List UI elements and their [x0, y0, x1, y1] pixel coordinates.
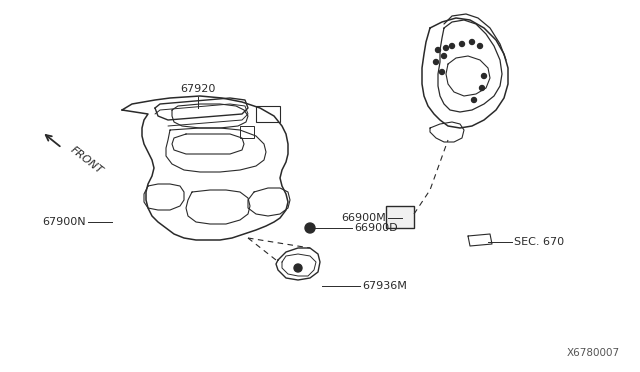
Circle shape: [472, 97, 477, 103]
Circle shape: [449, 44, 454, 48]
Circle shape: [294, 264, 302, 272]
Text: FRONT: FRONT: [68, 145, 104, 176]
Circle shape: [442, 54, 447, 58]
Text: SEC. 670: SEC. 670: [514, 237, 564, 247]
Text: 66900D: 66900D: [354, 223, 397, 233]
Circle shape: [440, 70, 445, 74]
Circle shape: [435, 48, 440, 52]
Circle shape: [444, 45, 449, 51]
Circle shape: [481, 74, 486, 78]
Circle shape: [305, 223, 315, 233]
Circle shape: [479, 86, 484, 90]
Text: 67936M: 67936M: [362, 281, 407, 291]
Circle shape: [470, 39, 474, 45]
Text: 67900N: 67900N: [42, 217, 86, 227]
Text: 67920: 67920: [180, 84, 216, 94]
Bar: [386, 206, 414, 228]
Circle shape: [460, 42, 465, 46]
Text: X6780007: X6780007: [567, 348, 620, 358]
Circle shape: [433, 60, 438, 64]
Circle shape: [477, 44, 483, 48]
Bar: [240, 126, 254, 138]
Text: 66900M: 66900M: [341, 213, 386, 223]
Bar: [256, 106, 280, 122]
